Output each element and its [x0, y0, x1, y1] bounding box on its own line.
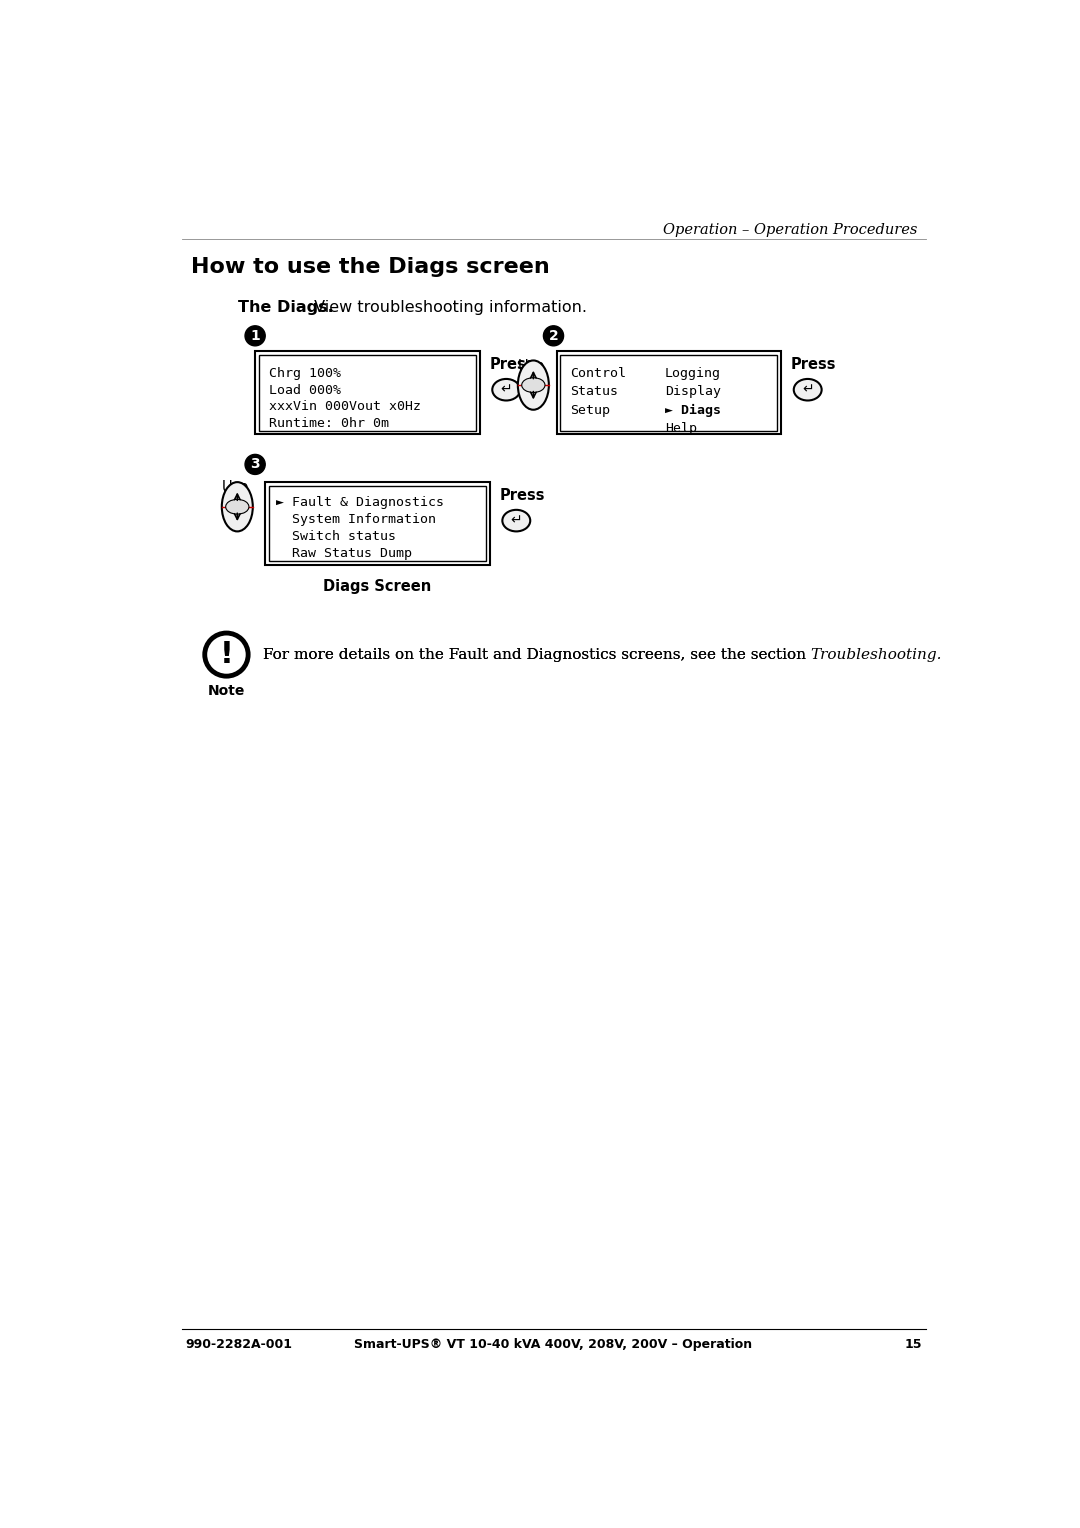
Text: Switch status: Switch status [276, 530, 396, 542]
Text: Press: Press [499, 489, 544, 503]
Text: View troubleshooting information.: View troubleshooting information. [309, 301, 588, 315]
Text: System Information: System Information [276, 513, 436, 526]
Text: Diags Screen: Diags Screen [323, 579, 432, 594]
Text: Display: Display [665, 385, 721, 399]
Ellipse shape [794, 379, 822, 400]
Text: ↵: ↵ [500, 382, 512, 397]
Text: 15: 15 [904, 1339, 921, 1351]
Ellipse shape [517, 361, 549, 410]
Text: Press: Press [489, 358, 535, 373]
Text: xxxVin 000Vout x0Hz: xxxVin 000Vout x0Hz [269, 400, 421, 414]
Bar [259, 354, 476, 431]
Text: Setup: Setup [570, 403, 610, 417]
Text: 3: 3 [251, 457, 260, 472]
Text: Status: Status [570, 385, 619, 399]
Text: Use: Use [517, 359, 545, 374]
Text: 990-2282A-001: 990-2282A-001 [186, 1339, 293, 1351]
Text: The Diags.: The Diags. [238, 301, 334, 315]
Ellipse shape [492, 379, 521, 400]
Text: Troubleshooting.: Troubleshooting. [811, 648, 942, 662]
Ellipse shape [522, 377, 545, 393]
Text: Chrg 100%: Chrg 100% [269, 367, 341, 379]
Ellipse shape [502, 510, 530, 532]
Circle shape [205, 633, 248, 677]
Bar [561, 354, 778, 431]
Text: 2: 2 [549, 329, 558, 342]
Text: ↵: ↵ [511, 513, 522, 527]
Bar [269, 486, 486, 561]
Circle shape [245, 454, 266, 474]
Text: Press: Press [791, 358, 836, 373]
Text: For more details on the Fault and Diagnostics screens, see the section: For more details on the Fault and Diagno… [262, 648, 811, 662]
Bar [266, 483, 490, 565]
Text: Help: Help [665, 422, 697, 435]
Circle shape [543, 325, 564, 345]
Text: Raw Status Dump: Raw Status Dump [276, 547, 413, 559]
Bar [255, 351, 480, 434]
Text: ↵: ↵ [801, 382, 813, 397]
Bar [556, 351, 781, 434]
Text: Logging: Logging [665, 367, 721, 379]
Text: For more details on the Fault and Diagnostics screens, see the section: For more details on the Fault and Diagno… [262, 648, 811, 662]
Text: Operation – Operation Procedures: Operation – Operation Procedures [663, 223, 918, 237]
Circle shape [245, 325, 266, 345]
Text: Smart-UPS® VT 10-40 kVA 400V, 208V, 200V – Operation: Smart-UPS® VT 10-40 kVA 400V, 208V, 200V… [354, 1339, 753, 1351]
Text: Load 000%: Load 000% [269, 384, 341, 397]
Text: Use: Use [221, 480, 249, 495]
Text: Control: Control [570, 367, 626, 379]
Text: How to use the Diags screen: How to use the Diags screen [191, 257, 550, 277]
Text: ► Fault & Diagnostics: ► Fault & Diagnostics [276, 497, 444, 509]
Text: 1: 1 [251, 329, 260, 342]
Ellipse shape [226, 500, 248, 513]
Text: Runtime: 0hr 0m: Runtime: 0hr 0m [269, 417, 389, 431]
Ellipse shape [221, 483, 253, 532]
Text: ► Diags: ► Diags [665, 403, 721, 417]
Text: Note: Note [207, 685, 245, 698]
Text: !: ! [219, 640, 233, 669]
